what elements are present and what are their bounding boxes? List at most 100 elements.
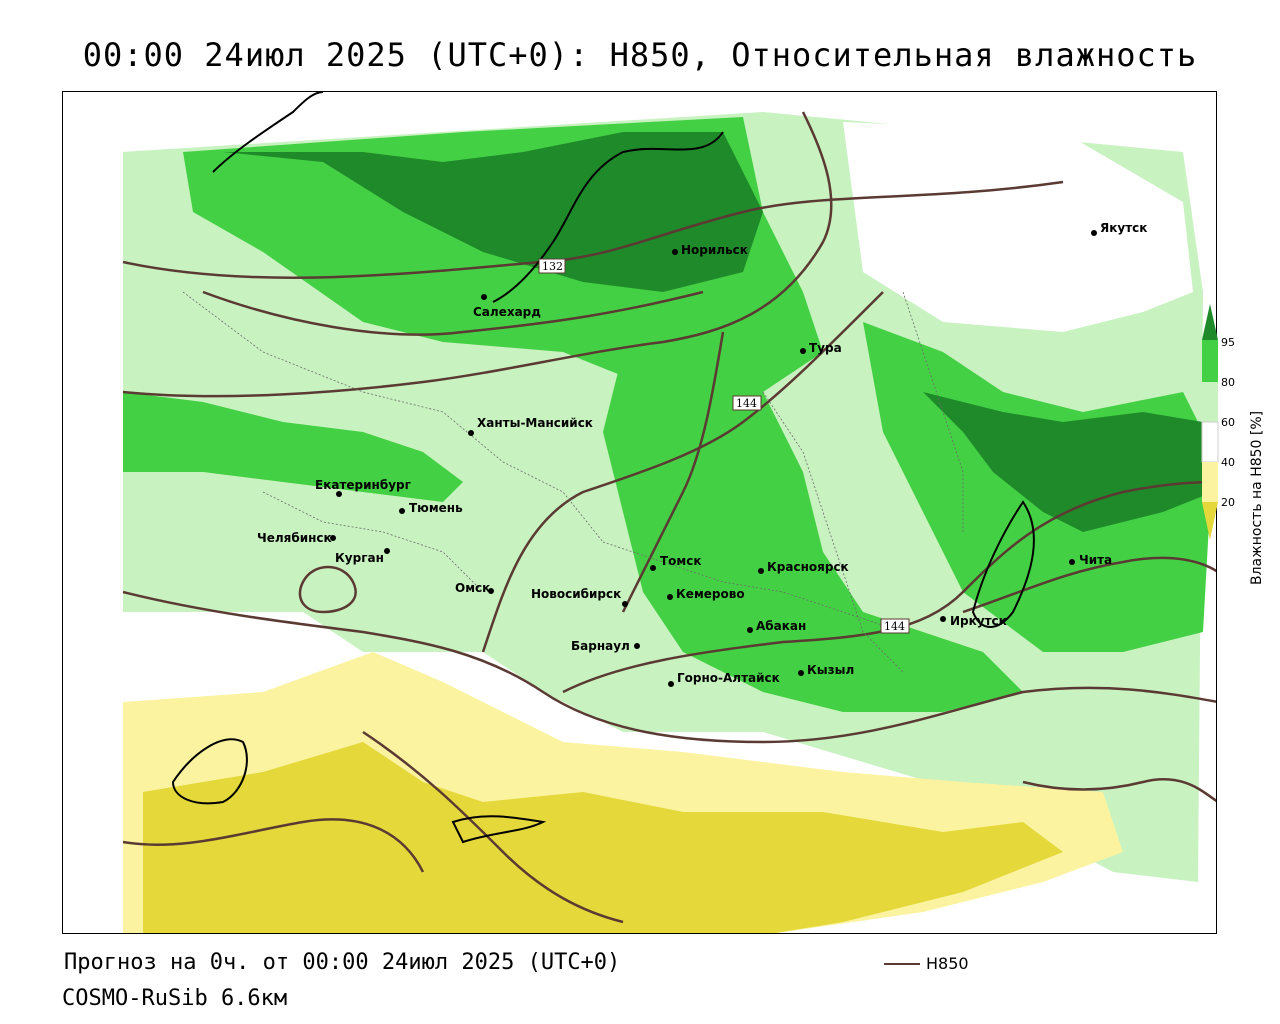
coastline [492,131,724,303]
coastline [451,815,547,844]
colorbar-tick: 20 [1221,496,1235,509]
city-marker [622,601,628,607]
colorbar-tick: 95 [1221,336,1235,349]
coastline [212,92,324,173]
city-label: Ханты-Мансийск [477,416,593,430]
colorbar-title: Влажность на H850 [%] [1249,410,1265,585]
h850-contour-line [621,331,725,613]
svg-text:132: 132 [542,260,563,273]
contour-legend: H850 [884,954,969,973]
map-canvas: 132 144 144 Якутск Норильск Салехард Тур… [63,92,1216,933]
h850-contour-line [962,556,1216,614]
city-marker [330,535,336,541]
city-label: Салехард [473,305,541,319]
forecast-info: Прогноз на 0ч. от 00:00 24июл 2025 (UTC+… [64,950,621,975]
region-border [762,391,904,673]
city-marker [399,508,405,514]
city-kyzyl: Кызыл [798,663,854,677]
region-border [182,291,604,543]
colorbar-band-60-80 [1202,382,1218,422]
city-marker [667,594,673,600]
city-kemerovo: Кемерово [667,587,745,601]
colorbar-gradient [1201,304,1219,540]
city-khanty-mansiysk: Ханты-Мансийск [468,416,593,436]
city-label: Курган [335,551,384,565]
colorbar-bottom-arrow [1202,502,1218,540]
coastline [971,500,1035,628]
city-label: Томск [660,554,702,568]
city-label: Абакан [756,619,806,633]
city-marker [488,588,494,594]
coastline [171,738,248,805]
city-tomsk: Томск [650,554,702,571]
h850-contour-line [481,291,884,653]
city-chelyabinsk: Челябинск [257,531,336,545]
city-label: Якутск [1100,221,1147,235]
colorbar-tick: 40 [1221,456,1235,469]
humidity-40-area-ne [843,122,1193,332]
city-norilsk: Норильск [672,243,748,257]
colorbar-top-arrow [1202,304,1218,340]
city-label: Омск [455,581,490,595]
city-marker [800,348,806,354]
city-label: Челябинск [257,531,332,545]
region-border [902,291,964,532]
h850-contour-line [122,111,833,398]
humidity-80-area-central [603,352,1023,712]
colorbar-band-20-40 [1202,462,1218,502]
city-marker [940,616,946,622]
city-tura: Тура [800,341,842,355]
city-abakan: Абакан [747,619,806,633]
city-marker [672,249,678,255]
humidity-0-area [143,742,1063,933]
h850-contour-ring [298,565,357,614]
region-borders [182,291,964,673]
map-title: 00:00 24июл 2025 (UTC+0): H850, Относите… [82,36,1198,74]
outside-domain-area [63,92,123,933]
city-label: Кемерово [676,587,745,601]
city-label: Красноярск [767,560,849,574]
h850-contour-line [122,180,1064,279]
city-marker [481,294,487,300]
city-label: Барнаул [571,639,630,653]
h850-contour-line [362,730,624,924]
city-kurgan: Курган [335,548,390,565]
city-salekhard: Салехард [473,294,541,319]
humidity-95-area-north [223,132,763,292]
humidity-80-area-west [123,392,463,502]
city-yakutsk: Якутск [1091,221,1147,236]
colorbar-tick: 80 [1221,376,1235,389]
city-label: Тюмень [409,501,463,515]
city-barnaul: Барнаул [571,639,640,653]
city-label: Екатеринбург [315,478,411,492]
humidity-colorbar: 95 80 60 40 20 [1199,300,1269,550]
city-marker [798,670,804,676]
contour-label-144: 144 [732,395,762,411]
city-marker [668,681,674,687]
city-label: Чита [1079,553,1112,567]
h850-contour-line [1022,778,1216,803]
city-label: Норильск [681,243,748,257]
contour-legend-line [884,962,920,965]
city-marker [758,568,764,574]
contour-label-144: 144 [880,618,910,634]
city-marker [1091,230,1097,236]
svg-text:144: 144 [884,620,905,633]
city-chita: Чита [1069,553,1112,567]
city-tyumen: Тюмень [399,501,463,515]
svg-text:144: 144 [736,397,757,410]
h850-contours [122,111,1216,924]
h850-contour-line [562,480,1216,694]
city-yekaterinburg: Екатеринбург [315,478,411,497]
city-label: Тура [809,341,842,355]
city-marker [747,627,753,633]
city-novosibirsk: Новосибирск [531,587,628,607]
city-marker [468,430,474,436]
h850-contour-line [122,818,425,873]
colorbar-band-80-95 [1202,340,1218,382]
city-marker [384,548,390,554]
h850-contour-line [122,590,1216,744]
city-marker [634,643,640,649]
contour-label-132: 132 [538,258,566,274]
city-label: Кызыл [807,663,854,677]
